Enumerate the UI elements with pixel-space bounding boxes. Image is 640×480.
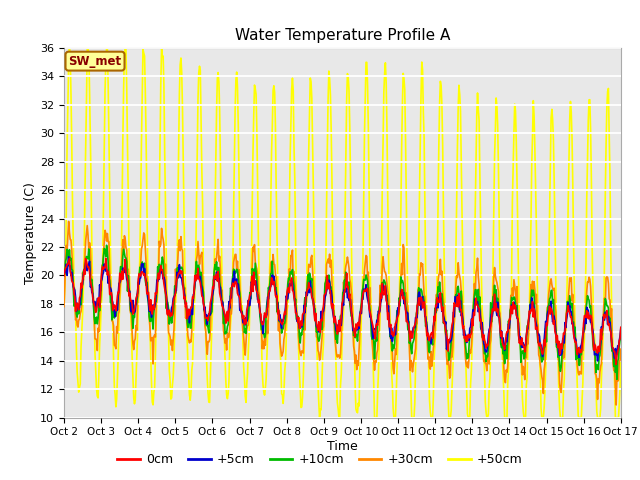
+5cm: [214, 278, 222, 284]
+50cm: [214, 70, 222, 75]
0cm: [612, 361, 620, 367]
Line: +5cm: +5cm: [64, 257, 621, 361]
+5cm: [60, 267, 68, 273]
Line: +30cm: +30cm: [64, 221, 621, 405]
0cm: [128, 302, 136, 308]
+50cm: [428, 415, 436, 420]
Line: +50cm: +50cm: [64, 48, 621, 418]
0cm: [60, 273, 68, 279]
Text: SW_met: SW_met: [68, 55, 122, 68]
+10cm: [617, 332, 625, 337]
+50cm: [65, 45, 73, 51]
+30cm: [71, 301, 79, 307]
+5cm: [71, 288, 79, 293]
+5cm: [65, 254, 72, 260]
+50cm: [128, 354, 136, 360]
+5cm: [594, 358, 602, 364]
+10cm: [214, 264, 222, 270]
Legend: 0cm, +5cm, +10cm, +30cm, +50cm: 0cm, +5cm, +10cm, +30cm, +50cm: [112, 448, 528, 471]
+5cm: [411, 325, 419, 331]
+10cm: [70, 303, 78, 309]
+10cm: [613, 376, 621, 382]
Title: Water Temperature Profile A: Water Temperature Profile A: [235, 28, 450, 43]
+10cm: [428, 335, 435, 341]
+5cm: [128, 300, 136, 306]
Line: 0cm: 0cm: [64, 258, 621, 364]
+50cm: [412, 362, 419, 368]
+50cm: [60, 307, 68, 313]
Line: +10cm: +10cm: [64, 245, 621, 379]
0cm: [102, 255, 109, 261]
Y-axis label: Temperature (C): Temperature (C): [24, 182, 37, 284]
0cm: [214, 269, 222, 275]
+30cm: [65, 218, 72, 224]
0cm: [411, 323, 419, 328]
+30cm: [128, 330, 136, 336]
+50cm: [316, 415, 323, 420]
+5cm: [185, 308, 193, 314]
0cm: [70, 292, 78, 298]
+5cm: [617, 326, 625, 332]
+30cm: [612, 402, 620, 408]
X-axis label: Time: Time: [327, 440, 358, 453]
+30cm: [60, 304, 68, 310]
+30cm: [428, 348, 435, 354]
+10cm: [185, 311, 193, 316]
+5cm: [428, 341, 435, 347]
+10cm: [60, 271, 68, 276]
+10cm: [411, 329, 419, 335]
+50cm: [617, 356, 625, 361]
+30cm: [411, 350, 419, 356]
0cm: [185, 306, 193, 312]
+10cm: [103, 242, 111, 248]
+30cm: [185, 337, 193, 343]
+10cm: [128, 312, 136, 317]
+50cm: [71, 287, 79, 292]
+50cm: [185, 373, 193, 379]
0cm: [617, 324, 625, 330]
0cm: [428, 331, 435, 336]
+30cm: [214, 237, 222, 242]
+30cm: [617, 346, 625, 352]
